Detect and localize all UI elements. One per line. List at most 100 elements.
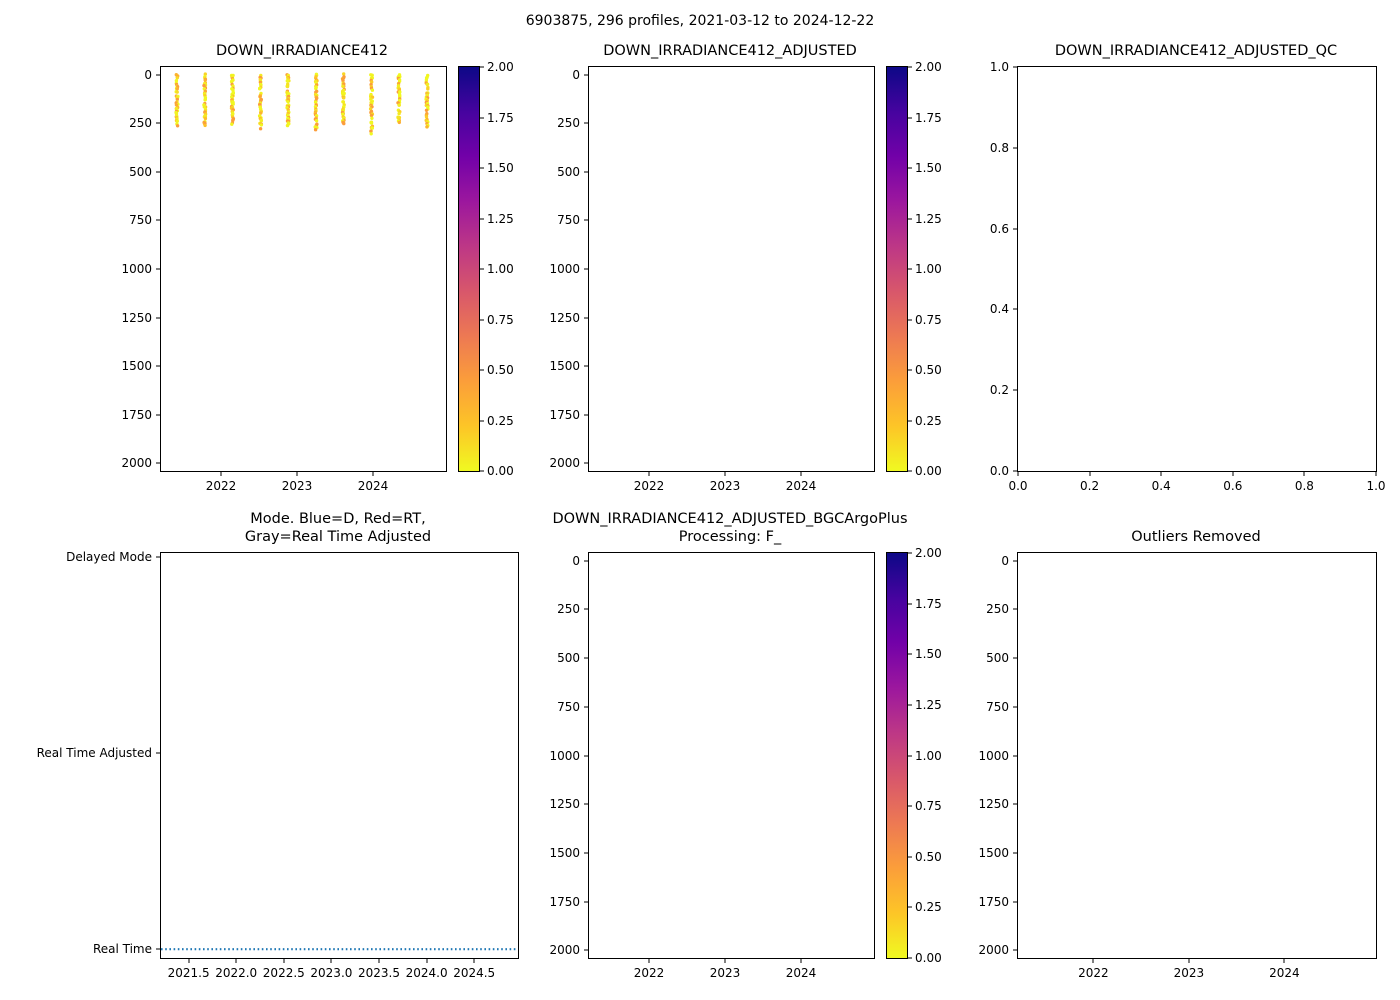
- colorbar-tick-mark: [908, 319, 912, 320]
- colorbar-tick-label: 1.25: [915, 697, 942, 712]
- colorbar-tick-label: 0.25: [487, 413, 514, 428]
- colorbar-tick-mark: [480, 470, 484, 472]
- y-tick-label: 1500: [549, 845, 580, 860]
- colorbar-tick-label: 0.00: [487, 464, 514, 478]
- y-tick-label: 1.0: [989, 60, 1009, 74]
- y-tick-mark: [584, 560, 588, 562]
- colorbar-tick-mark: [908, 856, 912, 858]
- y-tick-mark: [584, 657, 588, 659]
- x-tick-mark: [220, 472, 222, 476]
- y-tick-label: 0: [1001, 553, 1009, 568]
- colorbar-tick-label: 1.50: [487, 161, 514, 175]
- x-tick-mark: [296, 472, 298, 476]
- colorbar-tick-mark: [908, 268, 912, 270]
- x-tick-label: 2022: [1078, 966, 1109, 980]
- x-tick-mark: [1232, 472, 1234, 476]
- colorbar-tick-label: 0.75: [487, 312, 514, 327]
- y-tick-label: 750: [557, 699, 580, 714]
- y-tick-label: 1750: [549, 894, 580, 909]
- colorbar-tick-mark: [480, 218, 484, 219]
- y-tick-label: 1250: [549, 310, 580, 325]
- x-tick-label: 2022: [633, 966, 665, 980]
- colorbar-down-irradiance412-adjusted: 0.00 0.25 0.50 0.75 1.00 1.25 1.50 1.75 2.00: [886, 60, 942, 478]
- colorbar-tick-label: 1.00: [487, 262, 514, 276]
- y-tick-mark: [156, 74, 160, 76]
- colorbar-tick-label: 2.00: [487, 60, 514, 74]
- colorbar-tick-mark: [908, 167, 912, 169]
- x-tick-label: 2023: [281, 479, 313, 493]
- colorbar-tick-mark: [908, 117, 912, 118]
- y-tick-mark: [584, 219, 588, 221]
- y-tick-label: 0: [144, 67, 152, 82]
- y-tick-mark: [584, 949, 588, 951]
- y-tick-mark: [584, 755, 588, 756]
- x-tick-mark: [1375, 472, 1377, 476]
- x-tick-mark: [800, 472, 802, 476]
- y-tick-mark: [1013, 66, 1017, 68]
- x-tick-label: 2022.5: [262, 966, 305, 980]
- colorbar-tick-label: 1.75: [915, 596, 942, 611]
- x-tick-mark: [724, 472, 726, 476]
- colorbar-tick-mark: [908, 470, 912, 472]
- y-tick-label: 500: [986, 651, 1009, 666]
- colorbar-tick-mark: [480, 268, 484, 270]
- colorbar-tick-mark: [908, 906, 912, 908]
- x-tick-mark: [648, 959, 650, 963]
- axes-outliers-removed: 2022 2023 2024 0 250 500 750 1000 1250 1500 1750 20…: [978, 552, 1377, 980]
- colorbar-down-irradiance412: 0.00 0.25 0.50 0.75 1.00 1.25 1.50 1.75 2.00: [458, 60, 514, 478]
- plot-title-down-irradiance412-adjusted: DOWN_IRRADIANCE412_ADJUSTED: [520, 42, 940, 60]
- axes-down-irradiance412-adjusted: 2022 2023 2024 0 250 500 750 1000 1250 1500 1750 20…: [549, 66, 875, 493]
- colorbar-tick-mark: [480, 167, 484, 169]
- y-tick-mark: [1013, 852, 1017, 854]
- y-tick-label: 0: [572, 553, 580, 568]
- colorbar-tick-label: 1.50: [915, 161, 942, 175]
- colorbar-tick-mark: [908, 957, 912, 959]
- colorbar-tick-mark: [480, 369, 484, 371]
- y-tick-mark: [1013, 706, 1017, 708]
- colorbar-tick-label: 2.00: [915, 546, 942, 560]
- down-irradiance412-adjusted-canvas: [589, 67, 874, 471]
- plot-title-mode: Mode. Blue=D, Red=RT, Gray=Real Time Adju…: [128, 510, 548, 546]
- x-tick-mark: [1017, 472, 1019, 476]
- axes-down-irradiance412-adjusted-qc: 0.0 0.2 0.4 0.6 0.8 1.0 0.0 0.2 0.4 0.6 0.8 1.0: [990, 60, 1386, 493]
- x-tick-label: 0.6: [1223, 479, 1243, 493]
- y-tick-mark: [584, 171, 588, 173]
- y-tick-label: 1000: [121, 262, 152, 276]
- x-tick-label: 2024: [357, 479, 389, 493]
- y-tick-label: 250: [129, 116, 152, 131]
- y-tick-mark: [1013, 308, 1017, 310]
- y-tick-label: 250: [557, 116, 580, 131]
- y-tick-mark: [1013, 608, 1017, 610]
- y-tick-label: 250: [557, 602, 580, 617]
- x-tick-label: 2023: [1173, 966, 1205, 980]
- x-tick-mark: [1188, 959, 1190, 963]
- down-irradiance412-canvas: [174, 72, 430, 136]
- colorbar-tick-label: 0.25: [915, 900, 942, 915]
- colorbar-tick-label: 0.75: [915, 799, 942, 814]
- x-tick-label: 2022.0: [215, 966, 258, 980]
- plot-title-line: Mode. Blue=D, Red=RT,: [250, 511, 426, 527]
- y-tick-mark: [156, 219, 160, 221]
- down-irradiance412-adjusted-bgcargoplus-canvas: [589, 553, 874, 958]
- x-tick-mark: [372, 472, 374, 476]
- plot-title-down-irradiance412-adjusted-qc: DOWN_IRRADIANCE412_ADJUSTED_QC: [986, 42, 1400, 60]
- y-tick-mark: [1013, 389, 1017, 391]
- x-tick-label: 0.0: [1008, 479, 1028, 493]
- plot-title-outliers-removed: Outliers Removed: [986, 528, 1400, 546]
- plot-title-line: DOWN_IRRADIANCE412_ADJUSTED: [603, 43, 857, 59]
- plot-title-line: DOWN_IRRADIANCE412_ADJUSTED_QC: [1054, 43, 1338, 59]
- y-tick-label: 0: [572, 67, 580, 82]
- y-tick-label: 1500: [978, 845, 1009, 860]
- y-tick-label: 1500: [549, 359, 580, 374]
- colorbar-tick-label: 1.50: [915, 647, 942, 662]
- y-tick-label: 1750: [978, 894, 1009, 909]
- x-tick-label: 2022: [205, 479, 237, 493]
- axes-bgcargoplus: 2022 2023 2024 0 250 500 750 1000 1250 1500 1750 20…: [549, 552, 875, 980]
- y-tick-label: Real Time: [92, 942, 152, 957]
- y-tick-mark: [1013, 949, 1017, 951]
- y-tick-label: 1250: [121, 310, 152, 325]
- plot-title-line: Outliers Removed: [1131, 529, 1261, 545]
- x-tick-mark: [800, 959, 802, 963]
- colorbar-tick-mark: [908, 603, 912, 605]
- x-tick-mark: [473, 959, 475, 963]
